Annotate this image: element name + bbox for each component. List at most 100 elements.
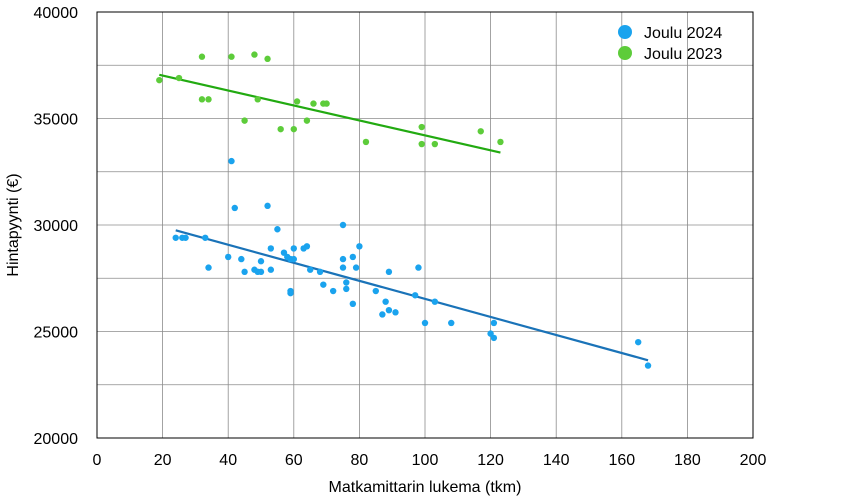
x-axis-title: Matkamittarin lukema (tkm) <box>329 479 522 496</box>
data-point-joulu-2023 <box>362 138 370 146</box>
data-point-joulu-2024 <box>238 255 245 263</box>
data-point-joulu-2024 <box>241 268 248 276</box>
data-point-joulu-2024 <box>267 266 275 273</box>
x-tick-label: 60 <box>285 452 303 469</box>
data-point-joulu-2024 <box>303 243 311 250</box>
data-point-joulu-2024 <box>290 245 297 252</box>
trend-line-joulu-2024 <box>175 229 649 362</box>
plot-frame <box>96 11 754 439</box>
data-point-joulu-2023 <box>198 53 206 60</box>
data-point-joulu-2024 <box>635 338 642 346</box>
data-point-joulu-2024 <box>339 221 347 229</box>
y-tick-label: 40000 <box>34 5 79 22</box>
data-point-joulu-2024 <box>385 307 393 314</box>
data-point-joulu-2024 <box>267 245 275 252</box>
trend-lines <box>159 73 649 362</box>
y-tick-label: 30000 <box>34 218 79 235</box>
data-point-joulu-2024 <box>182 234 189 241</box>
x-tick-label: 40 <box>219 452 237 469</box>
data-point-joulu-2024 <box>225 253 232 261</box>
x-tick-label: 120 <box>477 452 504 469</box>
data-point-joulu-2024 <box>372 287 379 295</box>
data-point-joulu-2024 <box>205 264 212 271</box>
legend: Joulu 2024 Joulu 2023 <box>618 25 722 63</box>
data-point-joulu-2024 <box>231 204 238 212</box>
data-point-joulu-2024 <box>379 311 386 318</box>
data-point-joulu-2023 <box>198 96 206 103</box>
data-point-joulu-2024 <box>385 268 393 276</box>
data-point-joulu-2024 <box>421 319 429 327</box>
legend-label-joulu-2023: Joulu 2023 <box>644 46 722 63</box>
data-point-joulu-2023 <box>205 96 212 103</box>
y-tick-label: 20000 <box>34 431 79 448</box>
data-point-joulu-2024 <box>352 264 360 271</box>
data-point-joulu-2024 <box>329 287 337 295</box>
data-point-joulu-2024 <box>349 300 357 308</box>
data-point-joulu-2024 <box>202 234 209 241</box>
legend-label-joulu-2024: Joulu 2024 <box>644 25 722 42</box>
data-point-joulu-2023 <box>310 100 317 107</box>
data-point-joulu-2024 <box>392 309 399 316</box>
x-tick-labels: 0 20 40 60 80 100 120 140 160 180 200 <box>93 452 767 469</box>
data-point-joulu-2024 <box>356 243 363 250</box>
x-tick-label: 100 <box>412 452 439 469</box>
data-point-joulu-2023 <box>277 125 284 133</box>
data-point-joulu-2024 <box>349 253 357 261</box>
x-tick-label: 80 <box>351 452 369 469</box>
data-point-joulu-2024 <box>448 319 455 327</box>
data-point-joulu-2024 <box>287 289 294 297</box>
data-point-joulu-2023 <box>241 117 248 124</box>
data-point-joulu-2024 <box>415 264 422 271</box>
data-point-joulu-2024 <box>339 264 347 271</box>
legend-marker-joulu-2023 <box>618 46 632 60</box>
y-tick-labels: 20000 25000 30000 35000 40000 <box>34 5 79 448</box>
data-point-joulu-2024 <box>339 255 347 263</box>
data-point-joulu-2023 <box>418 123 425 131</box>
y-tick-label: 35000 <box>34 112 79 129</box>
x-tick-label: 200 <box>740 452 767 469</box>
data-point-joulu-2023 <box>293 98 301 105</box>
data-point-joulu-2023 <box>175 74 183 82</box>
x-tick-label: 160 <box>608 452 635 469</box>
data-point-joulu-2024 <box>382 298 389 305</box>
data-point-joulu-2024 <box>290 255 297 263</box>
grid-lines <box>96 11 754 439</box>
data-point-joulu-2023 <box>228 53 235 60</box>
data-point-joulu-2024 <box>343 279 350 286</box>
data-point-joulu-2023 <box>264 55 271 63</box>
data-point-joulu-2024 <box>411 292 419 299</box>
data-point-joulu-2023 <box>254 96 261 103</box>
data-point-joulu-2024 <box>644 362 652 369</box>
data-point-joulu-2023 <box>303 117 311 124</box>
y-tick-label: 25000 <box>34 325 79 342</box>
data-point-joulu-2024 <box>490 334 498 342</box>
x-tick-label: 0 <box>93 452 102 469</box>
data-point-joulu-2024 <box>257 258 265 265</box>
data-point-joulu-2024 <box>264 202 271 210</box>
data-point-joulu-2023 <box>323 100 330 107</box>
data-point-joulu-2024 <box>228 157 235 165</box>
data-point-joulu-2024 <box>431 298 439 305</box>
data-point-joulu-2023 <box>251 51 258 58</box>
data-point-joulu-2024 <box>307 266 314 273</box>
data-point-joulu-2023 <box>477 128 484 135</box>
data-point-joulu-2024 <box>320 281 327 288</box>
data-point-joulu-2024 <box>490 319 498 327</box>
data-point-joulu-2024 <box>274 226 281 233</box>
data-point-joulu-2023 <box>290 125 297 133</box>
legend-marker-joulu-2024 <box>618 25 632 39</box>
data-point-joulu-2024 <box>343 285 350 293</box>
x-tick-label: 180 <box>674 452 701 469</box>
data-point-joulu-2023 <box>497 138 504 146</box>
trend-line-joulu-2023 <box>159 73 501 154</box>
y-axis-title: Hintapyynti (€) <box>5 173 22 276</box>
x-tick-label: 140 <box>543 452 570 469</box>
data-point-joulu-2023 <box>418 140 425 148</box>
data-point-joulu-2024 <box>316 268 324 276</box>
data-point-joulu-2024 <box>172 234 179 241</box>
data-points <box>156 51 652 369</box>
data-point-joulu-2023 <box>431 140 439 148</box>
data-point-joulu-2024 <box>257 268 265 276</box>
data-point-joulu-2023 <box>156 76 163 84</box>
